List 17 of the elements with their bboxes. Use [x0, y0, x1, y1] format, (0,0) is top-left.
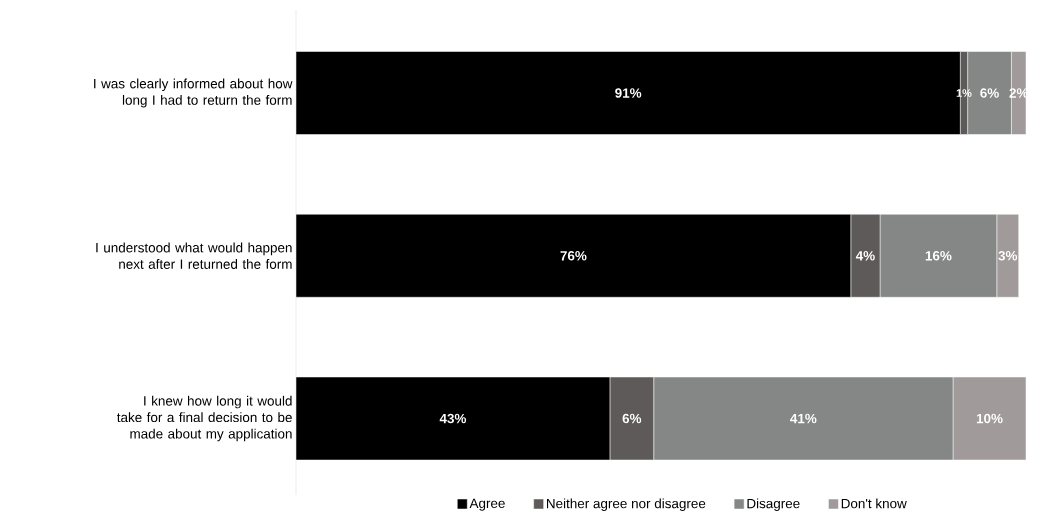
data-label: 41%: [790, 413, 817, 424]
y-tick-label: I understood what would happen next after I returned the form: [96, 242, 292, 269]
legend-label: Disagree: [747, 498, 800, 511]
data-label: 6%: [622, 413, 642, 424]
data-label: 91%: [615, 88, 642, 98]
legend-label: Neither agree nor disagree: [547, 498, 706, 511]
legend-label: Agree: [469, 498, 505, 511]
data-label: 43%: [439, 413, 467, 424]
y-tick-label: I knew how long it would take for a final decision to be made about my application: [116, 395, 292, 442]
data-label: 6%: [980, 88, 999, 98]
legend-label: Don't know: [841, 498, 907, 509]
data-label: 3%: [998, 250, 1018, 261]
data-label: 76%: [560, 250, 587, 261]
data-label: 10%: [976, 413, 1003, 424]
data-label: 16%: [925, 250, 952, 261]
y-tick-label: I was clearly informed about how long I had to return the form: [94, 78, 293, 108]
data-label: 4%: [855, 251, 875, 261]
